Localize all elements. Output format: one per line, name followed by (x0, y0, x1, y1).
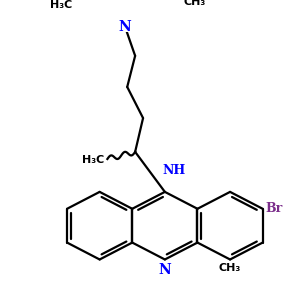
Text: Br: Br (266, 202, 283, 215)
Text: NH: NH (163, 164, 186, 177)
Text: H₃C: H₃C (82, 155, 104, 165)
Text: H₃C: H₃C (50, 0, 73, 10)
Text: CH₃: CH₃ (184, 0, 206, 8)
Text: N: N (119, 20, 132, 34)
Text: CH₃: CH₃ (219, 263, 241, 273)
Text: N: N (158, 263, 171, 277)
